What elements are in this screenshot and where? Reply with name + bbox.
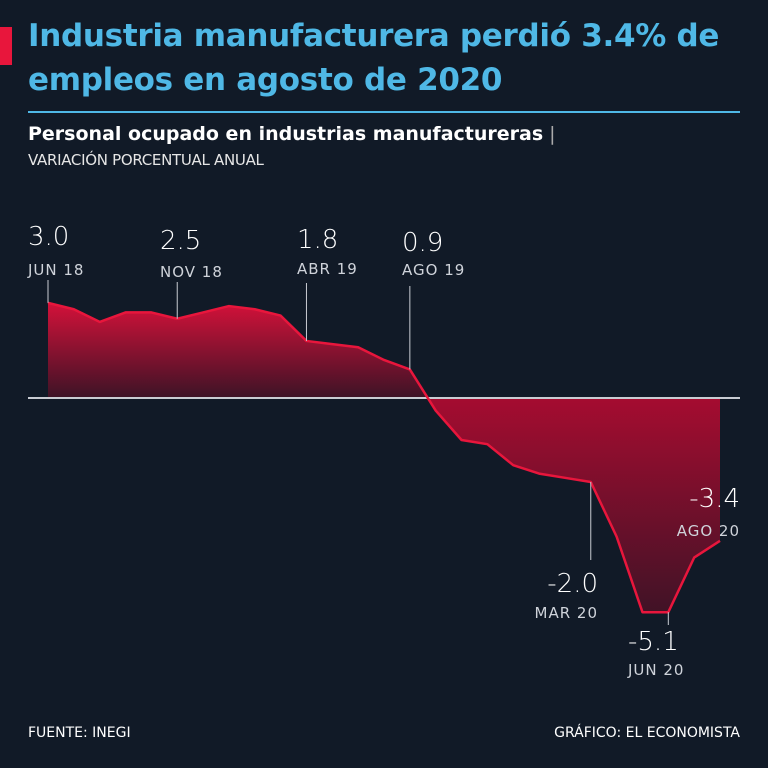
credit-label: GRÁFICO: EL ECONOMISTA [554, 725, 740, 741]
data-label-date: JUN 18 [27, 261, 84, 279]
title-divider [28, 111, 740, 113]
data-label-date: AGO 20 [677, 522, 740, 540]
data-label-value: 2.5 [160, 226, 201, 256]
source-label: FUENTE: INEGI [28, 725, 131, 741]
data-label-date: ABR 19 [297, 260, 358, 278]
data-label-value: -2.0 [547, 569, 598, 599]
data-label-value: 1.8 [297, 225, 338, 255]
data-label-date: NOV 18 [160, 263, 223, 281]
chart-unit-label: VARIACIÓN PORCENTUAL ANUAL [28, 151, 264, 169]
page-title: Industria manufacturera perdió 3.4% de e… [28, 18, 720, 98]
subtitle-separator: | [549, 123, 556, 145]
data-label-date: AGO 19 [402, 261, 465, 279]
data-label-value: 0.9 [402, 228, 443, 258]
data-label-value: -3.4 [689, 484, 740, 514]
positive-area [48, 302, 428, 398]
title-accent-bar [0, 27, 12, 65]
negative-area [427, 398, 720, 613]
data-label-value: -5.1 [628, 627, 679, 657]
chart-subtitle: Personal ocupado en industrias manufactu… [28, 123, 556, 145]
data-label-date: MAR 20 [535, 604, 598, 622]
subtitle-text: Personal ocupado en industrias manufactu… [28, 123, 544, 145]
data-label-date: JUN 20 [627, 661, 684, 679]
data-label-value: 3.0 [28, 222, 69, 252]
